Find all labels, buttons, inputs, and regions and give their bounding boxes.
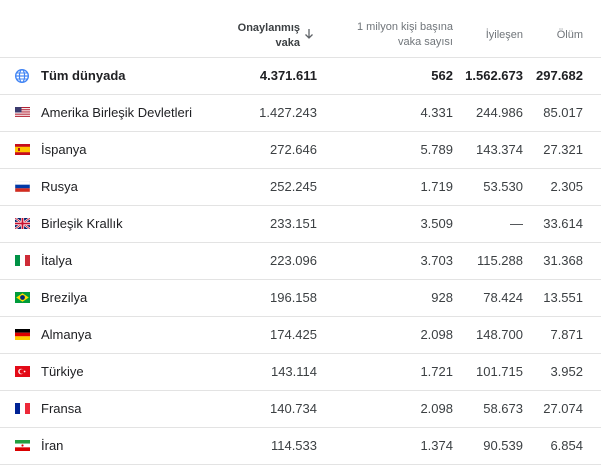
de-flag-icon — [15, 329, 30, 340]
cases-per-million-label-line2: vaka sayısı — [397, 36, 453, 48]
row-recovered: 90.539 — [483, 438, 523, 453]
row-cases-per-million: 928 — [431, 290, 453, 305]
gb-flag-icon — [15, 218, 30, 229]
row-cases-per-million: 1.721 — [420, 364, 453, 379]
row-recovered: 148.700 — [476, 327, 523, 342]
table-row-worldwide[interactable]: Tüm dünyada 4.371.611 562 1.562.673 297.… — [0, 58, 601, 95]
column-header-confirmed-cases[interactable]: Onaylanmış vaka — [180, 21, 300, 51]
row-confirmed-cases: 1.427.243 — [259, 105, 317, 120]
row-recovered: — — [510, 216, 523, 231]
row-confirmed-cases: 114.533 — [270, 438, 317, 453]
confirmed-cases-label-line2: vaka — [275, 37, 300, 49]
us-flag-icon — [15, 107, 30, 118]
table-row[interactable]: İran 114.533 1.374 90.539 6.854 — [0, 428, 601, 465]
row-recovered: 244.986 — [476, 105, 523, 120]
column-header-recovered[interactable]: İyileşen — [485, 29, 523, 41]
row-confirmed-cases: 174.425 — [270, 327, 317, 342]
ir-flag-icon — [15, 440, 30, 451]
table-row[interactable]: Brezilya 196.158 928 78.424 13.551 — [0, 280, 601, 317]
table-row[interactable]: Fransa 140.734 2.098 58.673 27.074 — [0, 391, 601, 428]
column-header-cases-per-million[interactable]: 1 milyon kişi başına vaka sayısı — [313, 20, 453, 50]
row-name: İran — [41, 438, 64, 453]
row-name: Fransa — [41, 401, 82, 416]
it-flag-icon — [15, 255, 30, 266]
row-cases-per-million: 1.719 — [420, 179, 453, 194]
row-confirmed-cases: 272.646 — [270, 142, 317, 157]
row-deaths: 33.614 — [543, 216, 583, 231]
row-recovered: 1.562.673 — [465, 68, 523, 83]
row-deaths: 2.305 — [550, 179, 583, 194]
sort-descending-arrow-icon[interactable] — [302, 27, 316, 41]
row-cases-per-million: 3.509 — [420, 216, 453, 231]
row-recovered: 58.673 — [483, 401, 523, 416]
row-deaths: 297.682 — [536, 68, 583, 83]
tr-flag-icon — [15, 366, 30, 377]
row-cases-per-million: 2.098 — [420, 327, 453, 342]
row-name: İspanya — [41, 142, 87, 157]
row-recovered: 101.715 — [476, 364, 523, 379]
row-recovered: 53.530 — [483, 179, 523, 194]
row-name: Rusya — [41, 179, 78, 194]
row-cases-per-million: 1.374 — [420, 438, 453, 453]
row-cases-per-million: 5.789 — [420, 142, 453, 157]
row-name: İtalya — [41, 253, 73, 268]
row-deaths: 6.854 — [550, 438, 583, 453]
row-confirmed-cases: 233.151 — [270, 216, 317, 231]
row-name: Almanya — [41, 327, 92, 342]
row-cases-per-million: 2.098 — [420, 401, 453, 416]
row-deaths: 13.551 — [543, 290, 583, 305]
row-confirmed-cases: 4.371.611 — [259, 68, 317, 83]
row-name: Brezilya — [41, 290, 88, 305]
column-header-deaths[interactable]: Ölüm — [556, 29, 583, 41]
ru-flag-icon — [15, 181, 30, 192]
cases-per-million-label-line1: 1 milyon kişi başına — [357, 21, 453, 33]
fr-flag-icon — [15, 403, 30, 414]
table-row[interactable]: Almanya 174.425 2.098 148.700 7.871 — [0, 317, 601, 354]
row-name: Türkiye — [41, 364, 84, 379]
table-row[interactable]: İspanya 272.646 5.789 143.374 27.321 — [0, 132, 601, 169]
row-deaths: 85.017 — [543, 105, 583, 120]
row-recovered: 143.374 — [476, 142, 523, 157]
table-row[interactable]: Amerika Birleşik Devletleri 1.427.243 4.… — [0, 95, 601, 132]
row-deaths: 7.871 — [550, 327, 583, 342]
table-header: Onaylanmış vaka 1 milyon kişi başına vak… — [0, 0, 601, 58]
row-recovered: 115.288 — [476, 253, 523, 268]
row-name: Tüm dünyada — [41, 68, 126, 83]
table-row[interactable]: Rusya 252.245 1.719 53.530 2.305 — [0, 169, 601, 206]
table-row[interactable]: Birleşik Krallık 233.151 3.509 — 33.614 — [0, 206, 601, 243]
row-confirmed-cases: 252.245 — [270, 179, 317, 194]
row-cases-per-million: 3.703 — [420, 253, 453, 268]
row-cases-per-million: 562 — [431, 68, 453, 83]
row-confirmed-cases: 143.114 — [270, 364, 317, 379]
es-flag-icon — [15, 144, 30, 155]
row-deaths: 31.368 — [543, 253, 583, 268]
table-row[interactable]: İtalya 223.096 3.703 115.288 31.368 — [0, 243, 601, 280]
br-flag-icon — [15, 292, 30, 303]
row-cases-per-million: 4.331 — [420, 105, 453, 120]
row-confirmed-cases: 196.158 — [270, 290, 317, 305]
row-deaths: 3.952 — [550, 364, 583, 379]
row-confirmed-cases: 223.096 — [270, 253, 317, 268]
row-deaths: 27.321 — [543, 142, 583, 157]
globe-icon — [14, 68, 30, 84]
table-row[interactable]: Türkiye 143.114 1.721 101.715 3.952 — [0, 354, 601, 391]
row-recovered: 78.424 — [483, 290, 523, 305]
row-name: Birleşik Krallık — [41, 216, 123, 231]
row-name: Amerika Birleşik Devletleri — [41, 105, 192, 120]
confirmed-cases-label-line1: Onaylanmış — [237, 22, 300, 34]
row-confirmed-cases: 140.734 — [270, 401, 317, 416]
row-deaths: 27.074 — [543, 401, 583, 416]
